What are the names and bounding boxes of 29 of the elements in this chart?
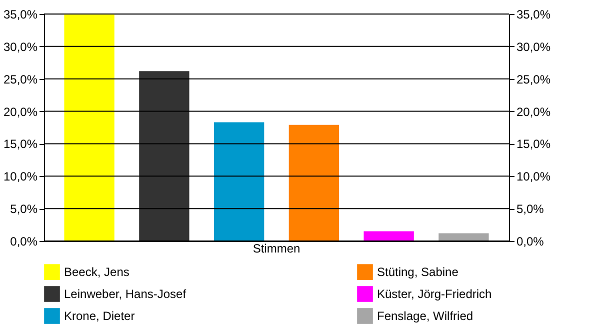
bar — [139, 71, 190, 241]
y-tick-label: 35,0% — [3, 8, 38, 22]
bar — [288, 124, 340, 241]
bar — [64, 14, 114, 241]
legend-label: Krone, Dieter — [64, 309, 135, 323]
y-tick-label: 15,0% — [3, 137, 38, 152]
legend-label: Leinweber, Hans-Josef — [64, 287, 187, 301]
legend-label: Beeck, Jens — [64, 265, 130, 280]
text: 20,0% — [516, 104, 551, 119]
x-tick-label: Stimmen — [252, 242, 300, 256]
bar — [214, 122, 264, 241]
legend-label: Fenslage, Wilfried — [377, 309, 474, 323]
text: 10,0% — [516, 170, 551, 184]
y-tick-label: 20,0% — [3, 104, 38, 119]
text: 30,0% — [516, 40, 551, 54]
text: 0,0% — [516, 234, 544, 248]
legend-label: Küster, Jörg-Friedrich — [377, 287, 492, 301]
y-tick-label: 5,0% — [10, 202, 38, 216]
text: 5,0% — [516, 202, 544, 216]
y-tick-label: 0,0% — [10, 234, 38, 248]
y-tick-label: 25,0% — [3, 72, 38, 86]
text: 35,0% — [516, 8, 551, 22]
text: 15,0% — [516, 137, 551, 152]
text: 25,0% — [516, 72, 551, 86]
y-tick-label: 10,0% — [3, 170, 38, 184]
bar — [438, 233, 489, 241]
bar — [364, 231, 414, 241]
y-tick-label: 30,0% — [3, 40, 38, 54]
legend-label: Stüting, Sabine — [377, 265, 459, 280]
